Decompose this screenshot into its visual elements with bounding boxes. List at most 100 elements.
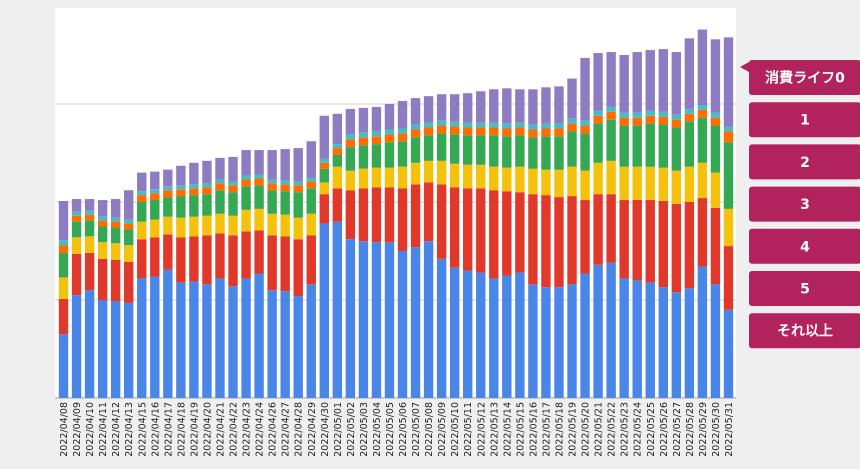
bar-segment	[163, 190, 173, 198]
bar-segment	[515, 127, 525, 136]
bar-segment	[606, 52, 616, 107]
bar-segment	[397, 251, 408, 398]
bar-segment	[189, 216, 199, 237]
bar-segment	[463, 188, 473, 271]
x-tick-label: 2022/04/08	[59, 402, 70, 457]
bar-segment	[449, 126, 460, 135]
bar-segment	[110, 217, 121, 222]
bar-segment	[723, 142, 734, 209]
legend-box	[749, 313, 860, 349]
bar-segment	[567, 166, 577, 197]
bar-segment	[84, 199, 95, 211]
bar-segment	[645, 50, 655, 111]
x-tick-label: 2022/05/05	[385, 402, 396, 457]
bar-segment	[202, 183, 212, 188]
x-tick-label: 2022/05/04	[372, 402, 383, 457]
bar-segment	[202, 187, 212, 195]
bar-segment	[150, 237, 160, 277]
bar-segment	[84, 252, 95, 291]
bar-segment	[332, 144, 343, 149]
bar-segment	[176, 282, 186, 398]
bar-segment	[619, 117, 629, 126]
bar-segment	[593, 110, 603, 116]
bar-segment	[476, 164, 486, 189]
bar-segment	[150, 219, 160, 238]
bar-segment	[384, 187, 395, 243]
bar-segment	[697, 104, 708, 110]
bar-segment	[567, 123, 577, 132]
bar-segment	[554, 136, 564, 170]
bar-segment	[345, 190, 356, 240]
x-tick-label: 2022/04/28	[294, 402, 305, 457]
bar-segment	[476, 91, 486, 123]
bar-segment	[306, 177, 316, 182]
bar-segment	[228, 156, 238, 182]
bar-segment	[306, 213, 316, 236]
bar-segment	[137, 172, 147, 192]
bar-segment	[371, 106, 382, 132]
bar-segment	[215, 179, 225, 184]
bar-segment	[489, 122, 499, 128]
bar-segment	[476, 122, 486, 128]
bar-segment	[645, 166, 655, 201]
bar-segment	[71, 211, 82, 216]
bar-segment	[358, 188, 369, 242]
bar-segment	[723, 208, 734, 247]
x-tick-label: 2022/05/01	[333, 402, 344, 457]
bar-segment	[215, 183, 225, 191]
x-tick-label: 2022/04/22	[229, 402, 240, 457]
x-tick-label: 2022/05/28	[685, 402, 696, 457]
bar-segment	[358, 137, 369, 146]
bar-segment	[293, 192, 303, 218]
bar-segment	[306, 235, 316, 285]
bar-segment	[371, 136, 382, 145]
bar-segment	[541, 169, 551, 196]
bar-segment	[97, 216, 108, 221]
bar-segment	[710, 125, 721, 173]
bar-segment	[697, 117, 708, 163]
bar-segment	[619, 55, 629, 113]
legend-label: それ以上	[777, 324, 833, 340]
bar-segment	[84, 214, 95, 221]
bar-segment	[150, 193, 160, 201]
bar-segment	[58, 201, 69, 241]
bar-segment	[671, 52, 682, 115]
bar-segment	[241, 150, 251, 176]
bar-segment	[410, 129, 421, 138]
x-tick-label: 2022/05/29	[698, 402, 709, 457]
bar-segment	[110, 199, 121, 218]
bar-segment	[463, 127, 473, 136]
bar-segment	[110, 227, 121, 244]
bar-segment	[710, 284, 721, 398]
bar-segment	[371, 242, 382, 398]
x-tick-label: 2022/04/15	[137, 402, 148, 457]
x-tick-label: 2022/05/12	[476, 402, 487, 457]
bar-segment	[137, 195, 147, 202]
bar-segment	[436, 94, 447, 121]
bar-segment	[358, 241, 369, 398]
x-tick-label: 2022/04/24	[255, 402, 266, 457]
bar-segment	[397, 166, 408, 189]
bar-segment	[137, 278, 147, 398]
bar-segment	[267, 179, 277, 184]
bar-segment	[671, 127, 682, 171]
bar-segment	[632, 125, 642, 167]
bar-segment	[632, 112, 642, 118]
bar-segment	[319, 223, 329, 398]
bar-segment	[241, 186, 251, 210]
bar-segment	[280, 180, 290, 185]
bar-segment	[502, 136, 512, 168]
legend-label: 1	[800, 113, 810, 129]
bar-segment	[137, 191, 147, 196]
bar-segment	[124, 223, 134, 230]
x-tick-label: 2022/04/16	[150, 402, 161, 457]
bar-segment	[436, 133, 447, 161]
x-tick-label: 2022/05/22	[607, 402, 618, 457]
bar-segment	[384, 129, 395, 135]
bar-segment	[515, 135, 525, 167]
bar-segment	[371, 144, 382, 168]
bar-segment	[645, 110, 655, 116]
bar-segment	[345, 139, 356, 148]
bar-segment	[202, 235, 212, 285]
bar-segment	[489, 166, 499, 191]
